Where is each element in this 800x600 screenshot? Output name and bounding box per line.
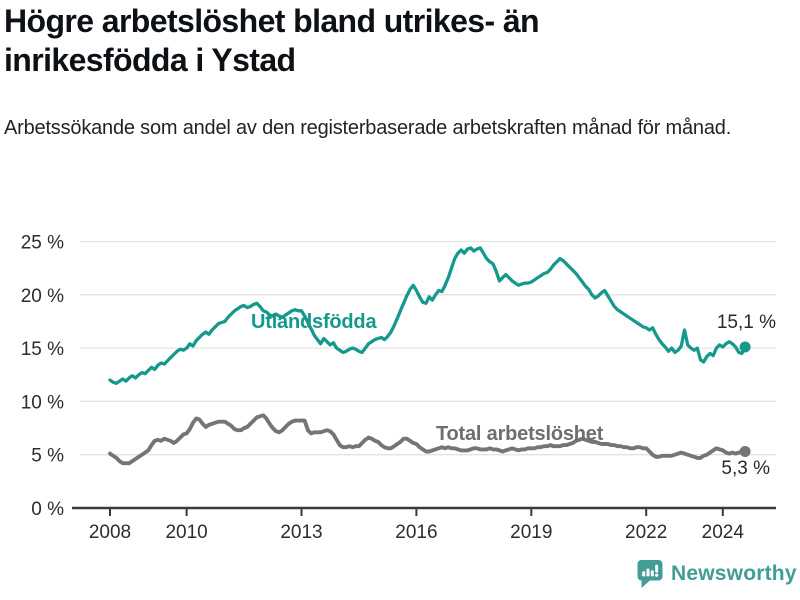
y-tick-label-5: 5 % bbox=[31, 446, 64, 467]
y-tick-label-25: 25 % bbox=[21, 233, 64, 254]
end-value-label-utlandsfodda: 15,1 % bbox=[716, 312, 776, 333]
y-tick-label-20: 20 % bbox=[21, 286, 64, 307]
end-dot-series-0 bbox=[739, 341, 751, 353]
x-tick-label-2022: 2022 bbox=[625, 522, 667, 543]
y-tick-label-10: 10 % bbox=[21, 392, 64, 413]
end-value-label-total: 5,3 % bbox=[721, 458, 770, 479]
bar-chart-speech-bubble-icon bbox=[637, 560, 663, 588]
series-label-utlandsfodda: Utlandsfödda bbox=[251, 311, 377, 333]
x-tick-label-2013: 2013 bbox=[280, 522, 322, 543]
series-line-1 bbox=[108, 413, 748, 466]
chart-title: Högre arbetslöshet bland utrikes- än inr… bbox=[4, 3, 540, 79]
end-dot-series-1 bbox=[739, 446, 751, 457]
x-tick-label-2024: 2024 bbox=[702, 522, 745, 543]
y-tick-label-15: 15 % bbox=[21, 339, 64, 360]
y-tick-label-0: 0 % bbox=[31, 499, 64, 520]
series-label-total-arbetsloshet: Total arbetslöshet bbox=[436, 423, 604, 445]
x-tick-label-2010: 2010 bbox=[165, 522, 207, 543]
chart-subtitle: Arbetssökande som andel av den registerb… bbox=[4, 117, 732, 139]
series-line-0 bbox=[108, 246, 747, 385]
x-tick-label-2008: 2008 bbox=[89, 522, 131, 543]
x-tick-label-2019: 2019 bbox=[510, 522, 552, 543]
newsworthy-logo[interactable]: Newsworthy bbox=[637, 559, 797, 589]
newsworthy-wordmark: Newsworthy bbox=[671, 562, 797, 585]
x-tick-label-2016: 2016 bbox=[395, 522, 437, 543]
